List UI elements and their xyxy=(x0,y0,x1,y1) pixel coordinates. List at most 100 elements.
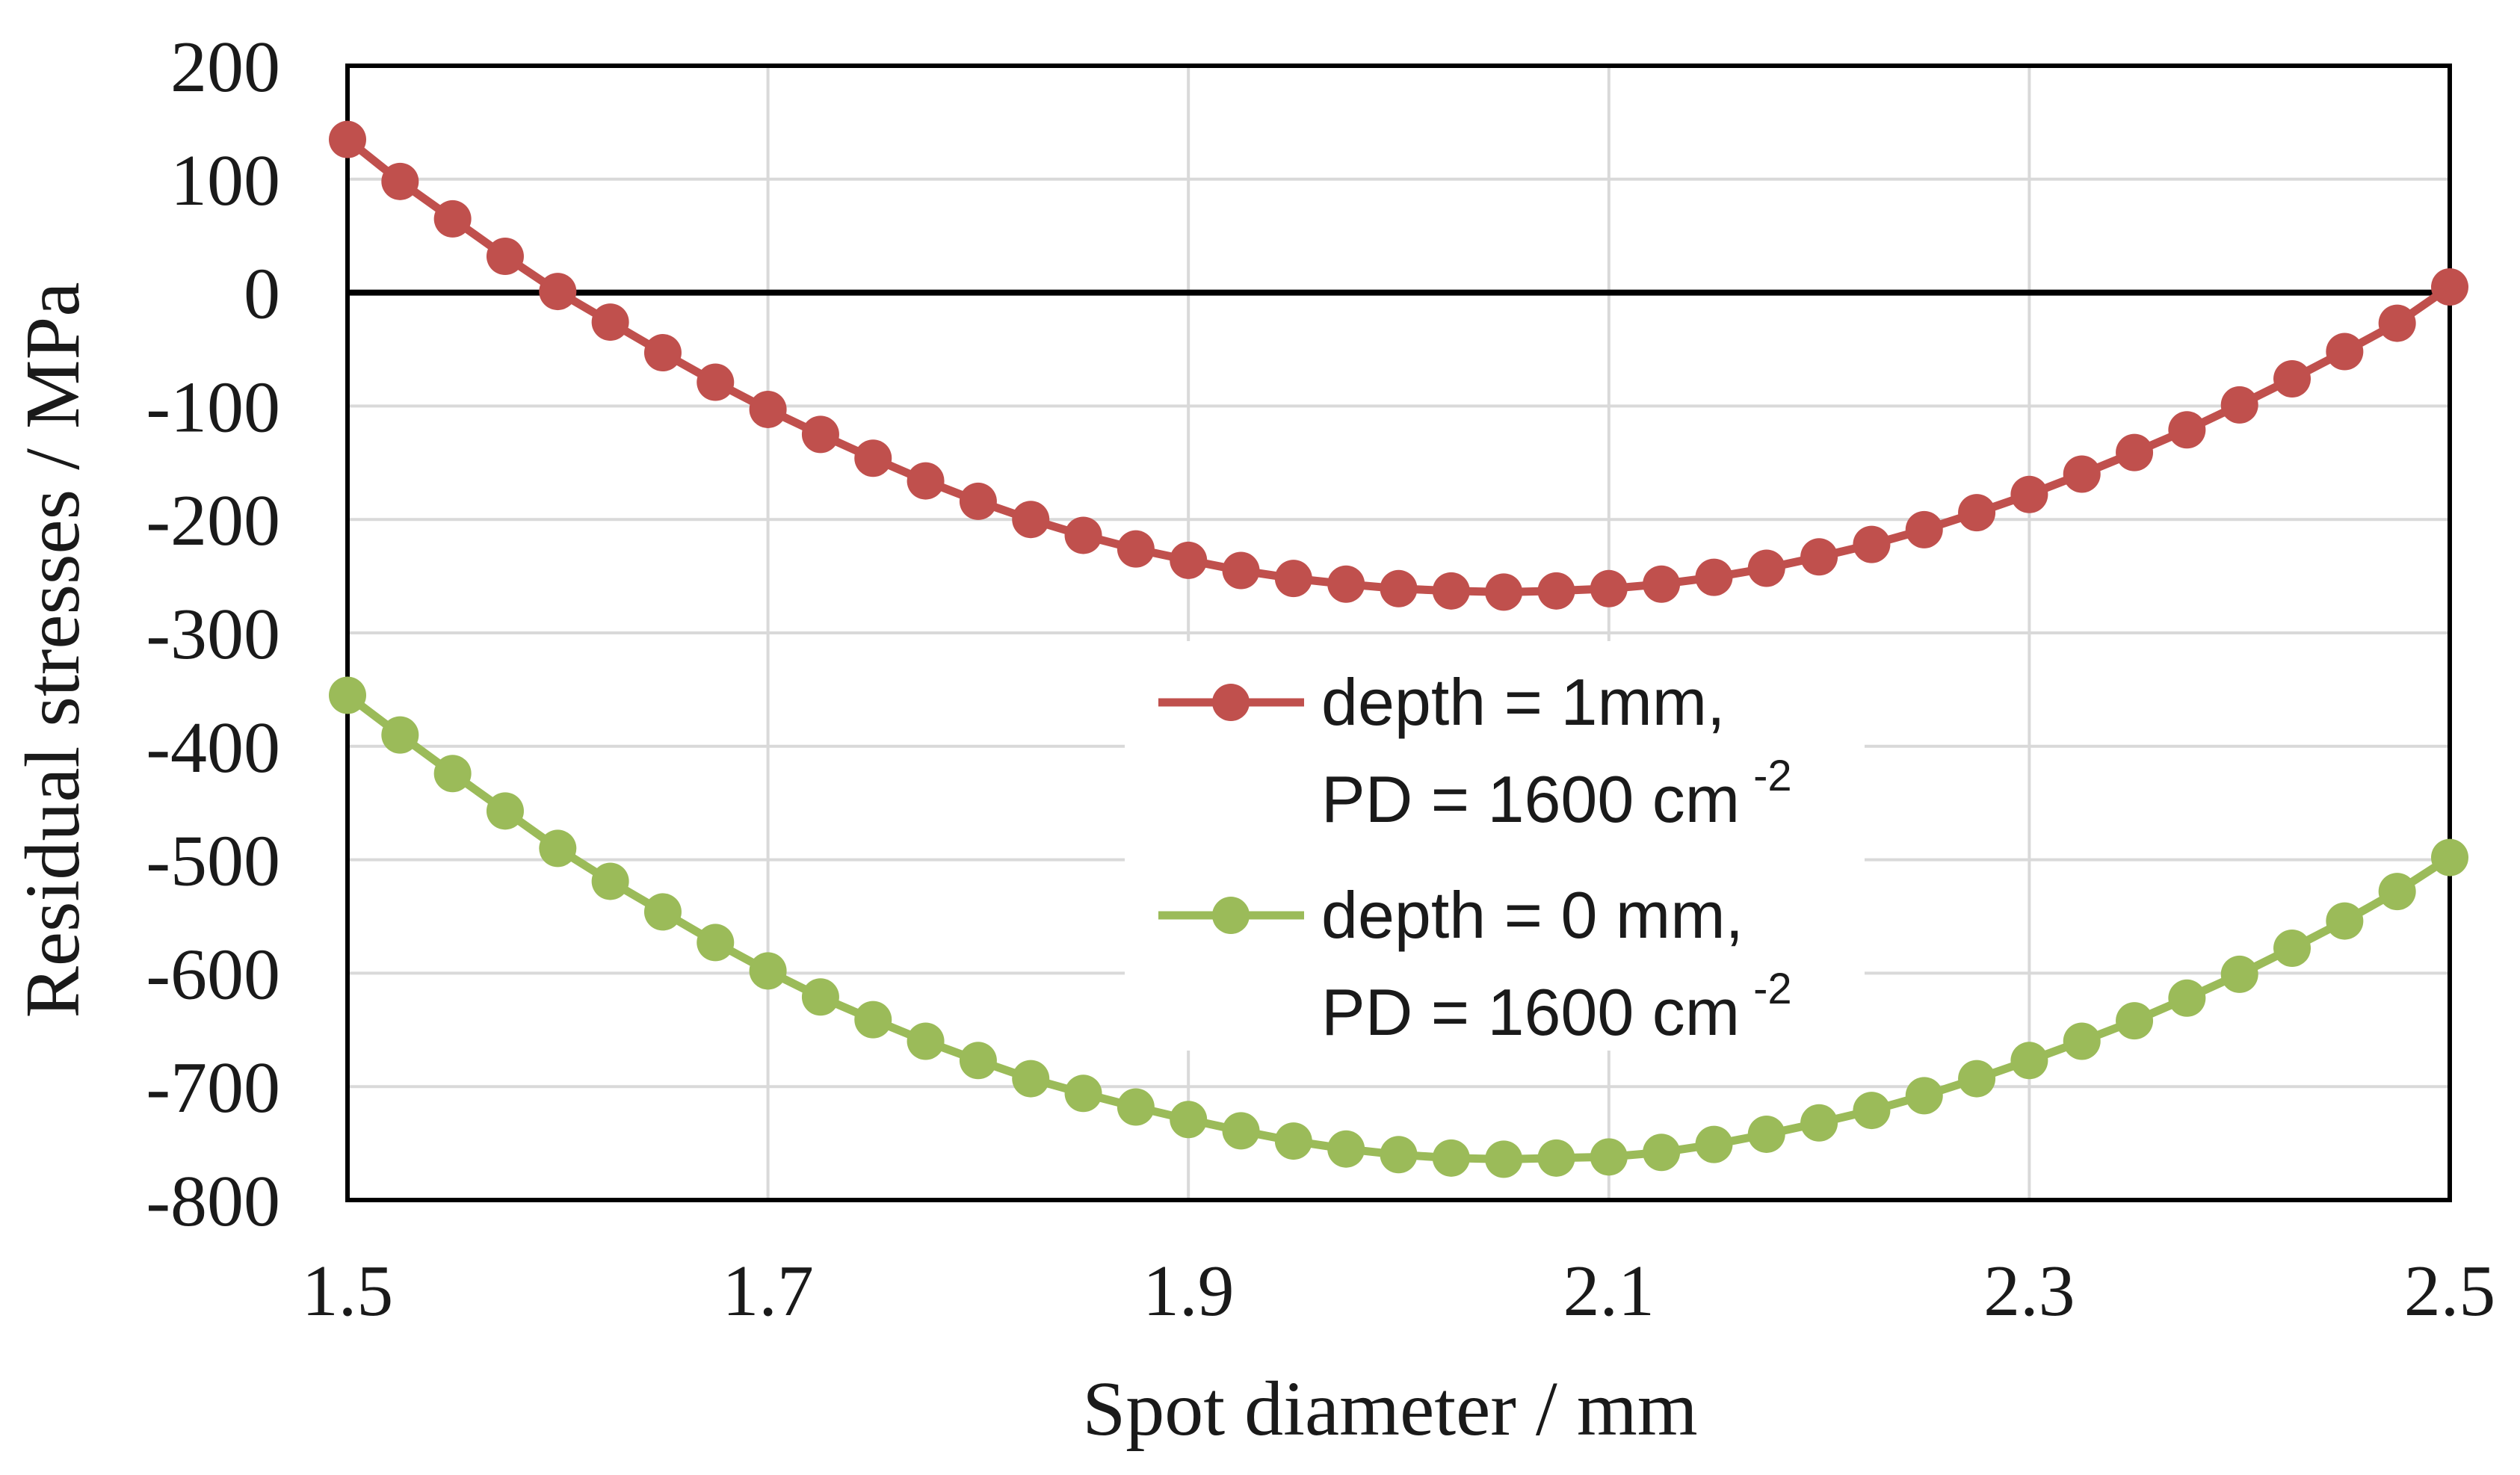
data-point-depth-0mm xyxy=(2063,1022,2101,1060)
data-point-depth-1mm xyxy=(2116,433,2154,471)
data-point-depth-0mm xyxy=(381,716,419,754)
y-tick-label: 100 xyxy=(170,140,280,221)
y-tick-label: -700 xyxy=(146,1048,280,1128)
data-point-depth-0mm xyxy=(801,978,839,1016)
y-tick-label: -400 xyxy=(146,708,280,788)
data-point-depth-1mm xyxy=(2063,455,2101,493)
x-axis-title: Spot diameter / mm xyxy=(1082,1366,1697,1452)
data-point-depth-0mm xyxy=(2220,955,2258,993)
legend-swatch-marker-depth-1mm xyxy=(1212,684,1250,721)
data-point-depth-0mm xyxy=(539,829,577,868)
plot-frame xyxy=(345,64,2452,1202)
data-point-depth-0mm xyxy=(1905,1077,1943,1115)
data-point-depth-1mm xyxy=(1537,572,1575,610)
y-tick-label: -800 xyxy=(146,1161,280,1242)
x-tick-label: 1.5 xyxy=(302,1251,394,1332)
data-point-depth-1mm xyxy=(486,238,524,276)
data-point-depth-1mm xyxy=(433,200,472,238)
data-point-depth-1mm xyxy=(907,462,945,500)
data-point-depth-0mm xyxy=(854,1001,892,1039)
data-point-depth-0mm xyxy=(1432,1139,1470,1177)
data-point-depth-1mm xyxy=(1327,565,1365,603)
data-point-depth-1mm xyxy=(2168,411,2206,449)
data-point-depth-0mm xyxy=(486,792,524,830)
series-group xyxy=(329,120,2468,1178)
data-point-depth-1mm xyxy=(1432,572,1470,610)
data-point-depth-0mm xyxy=(1537,1139,1575,1177)
data-point-depth-0mm xyxy=(2168,979,2206,1017)
x-tick-label: 1.9 xyxy=(1143,1251,1235,1332)
legend: depth = 1mm, PD = 1600 cm -2 depth = 0 m… xyxy=(1125,641,1865,1051)
data-point-depth-1mm xyxy=(1747,549,1785,587)
data-point-depth-0mm xyxy=(697,924,735,962)
data-point-depth-0mm xyxy=(2010,1042,2048,1080)
data-point-depth-0mm xyxy=(2378,873,2416,911)
data-point-depth-1mm xyxy=(2378,304,2416,342)
y-tick-label: -500 xyxy=(146,821,280,902)
data-point-depth-1mm xyxy=(2431,268,2468,306)
data-point-depth-0mm xyxy=(643,893,682,931)
data-point-depth-0mm xyxy=(2326,902,2364,940)
legend-label-depth-1mm-line2-wrapper: PD = 1600 cm -2 xyxy=(1321,752,1792,836)
data-point-depth-0mm xyxy=(1800,1104,1838,1142)
data-point-depth-1mm xyxy=(1170,541,1208,579)
data-point-depth-0mm xyxy=(329,676,366,714)
data-point-depth-0mm xyxy=(1643,1134,1681,1172)
data-point-depth-1mm xyxy=(1800,538,1838,576)
data-point-depth-0mm xyxy=(1327,1130,1365,1168)
data-point-depth-1mm xyxy=(749,390,787,428)
data-point-depth-1mm xyxy=(959,482,997,520)
data-point-depth-0mm xyxy=(433,755,472,793)
data-point-depth-0mm xyxy=(2116,1002,2154,1040)
data-point-depth-1mm xyxy=(539,273,577,311)
data-point-depth-1mm xyxy=(2010,475,2048,513)
series-depth-1mm xyxy=(329,120,2468,611)
data-point-depth-0mm xyxy=(1064,1074,1102,1113)
y-tick-label: -100 xyxy=(146,367,280,448)
y-tick-label: -600 xyxy=(146,934,280,1015)
legend-swatch-marker-depth-0mm xyxy=(1212,897,1250,934)
legend-label-depth-1mm-line2: PD = 1600 cm xyxy=(1321,762,1740,836)
data-point-depth-1mm xyxy=(1590,569,1628,607)
y-tick-label: -200 xyxy=(146,480,280,561)
data-point-depth-1mm xyxy=(1905,510,1943,548)
data-point-depth-0mm xyxy=(1380,1136,1418,1174)
legend-label-depth-0mm-sup: -2 xyxy=(1753,965,1792,1013)
data-point-depth-0mm xyxy=(2431,838,2468,876)
data-point-depth-1mm xyxy=(1380,569,1418,607)
legend-label-depth-1mm-sup: -2 xyxy=(1753,752,1792,800)
data-point-depth-1mm xyxy=(591,303,629,341)
data-point-depth-1mm xyxy=(1274,560,1312,598)
x-tick-label: 2.3 xyxy=(1983,1251,2075,1332)
data-point-depth-1mm xyxy=(1853,525,1891,563)
legend-label-depth-0mm-line2-wrapper: PD = 1600 cm -2 xyxy=(1321,965,1792,1049)
data-point-depth-0mm xyxy=(1222,1112,1260,1150)
data-point-depth-1mm xyxy=(1695,558,1733,596)
data-point-depth-0mm xyxy=(907,1022,945,1060)
legend-label-depth-0mm-line1: depth = 0 mm, xyxy=(1321,878,1744,952)
data-point-depth-1mm xyxy=(2273,359,2311,398)
series-depth-0mm xyxy=(329,676,2468,1178)
data-point-depth-0mm xyxy=(2273,930,2311,968)
data-point-depth-1mm xyxy=(697,363,735,401)
data-point-depth-0mm xyxy=(1012,1060,1050,1098)
x-tick-label: 2.5 xyxy=(2404,1251,2496,1332)
data-point-depth-1mm xyxy=(1958,494,1996,532)
x-tick-label: 2.1 xyxy=(1563,1251,1655,1332)
legend-label-depth-1mm-line1: depth = 1mm, xyxy=(1321,665,1726,739)
data-point-depth-1mm xyxy=(1117,530,1155,568)
data-point-depth-0mm xyxy=(1274,1122,1312,1160)
data-point-depth-0mm xyxy=(1958,1060,1996,1098)
data-point-depth-1mm xyxy=(1643,565,1681,603)
data-point-depth-0mm xyxy=(1170,1101,1208,1139)
axes: 1.5 1.7 1.9 2.1 2.3 2.5 200 100 0 -100 -200 -300 -40… xyxy=(146,27,2495,1332)
data-point-depth-1mm xyxy=(1485,573,1523,611)
y-tick-label: 0 xyxy=(244,254,280,335)
data-point-depth-0mm xyxy=(1747,1115,1785,1153)
data-point-depth-0mm xyxy=(1117,1088,1155,1126)
data-point-depth-1mm xyxy=(1064,516,1102,554)
data-point-depth-0mm xyxy=(1590,1138,1628,1176)
y-tick-label: 200 xyxy=(170,27,280,108)
data-point-depth-1mm xyxy=(329,120,366,158)
